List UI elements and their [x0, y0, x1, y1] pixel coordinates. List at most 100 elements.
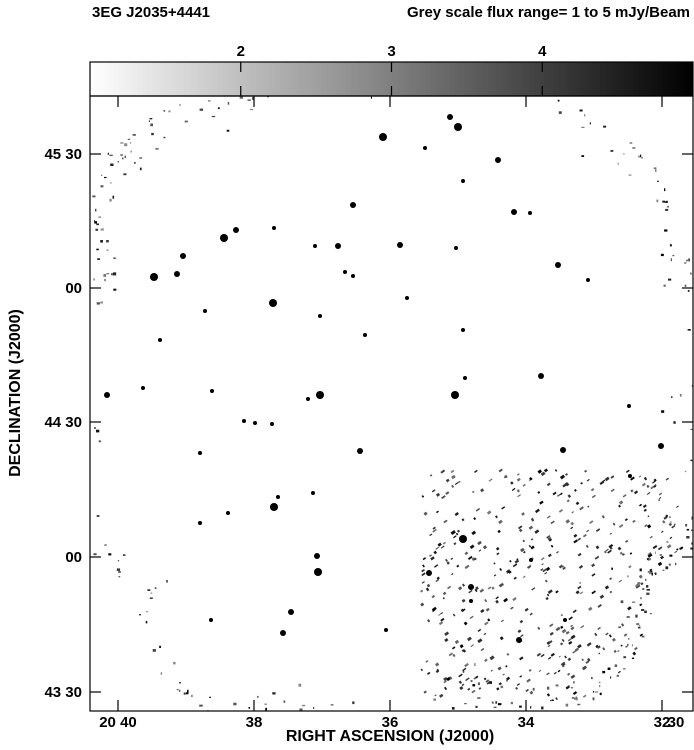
- noise-speckle: [456, 529, 461, 533]
- noise-speckle: [619, 551, 623, 555]
- noise-speckle: [630, 476, 635, 481]
- noise-speckle: [580, 625, 585, 629]
- noise-speckle: [184, 120, 188, 123]
- noise-speckle: [154, 587, 157, 589]
- noise-speckle: [494, 515, 498, 519]
- noise-speckle: [669, 554, 673, 557]
- noise-speckle: [523, 551, 526, 554]
- noise-speckle: [163, 136, 166, 139]
- radio-source: [459, 535, 467, 543]
- noise-speckle: [573, 681, 575, 684]
- noise-speckle: [595, 545, 600, 550]
- noise-speckle: [227, 102, 230, 105]
- noise-speckle: [426, 583, 431, 588]
- noise-speckle: [179, 682, 182, 684]
- noise-speckle: [582, 694, 587, 698]
- noise-speckle: [457, 586, 463, 591]
- noise-speckle: [528, 525, 534, 530]
- noise-speckle: [646, 491, 651, 495]
- noise-speckle: [614, 664, 618, 667]
- noise-speckle: [150, 123, 153, 127]
- y-tick-label: 44 30: [44, 414, 82, 431]
- noise-speckle: [516, 473, 520, 476]
- noise-speckle: [597, 603, 602, 608]
- noise-speckle: [430, 556, 435, 561]
- noise-speckle: [472, 684, 476, 687]
- noise-speckle: [518, 528, 523, 533]
- radio-source: [253, 421, 257, 425]
- radio-source: [210, 389, 214, 393]
- noise-speckle: [623, 656, 627, 659]
- radio-source: [454, 123, 462, 131]
- noise-speckle: [642, 504, 647, 509]
- noise-speckle: [473, 557, 477, 561]
- noise-speckle: [529, 477, 533, 481]
- noise-speckle: [546, 482, 551, 487]
- noise-speckle: [610, 475, 615, 479]
- noise-speckle: [448, 652, 454, 657]
- noise-speckle: [661, 410, 665, 413]
- noise-speckle: [168, 110, 171, 113]
- map-title: 3EG J2035+4441: [92, 4, 211, 21]
- noise-speckle: [226, 129, 230, 132]
- noise-speckle: [471, 689, 476, 694]
- noise-speckle: [650, 570, 653, 573]
- noise-speckle: [561, 664, 565, 668]
- noise-speckle: [546, 535, 551, 539]
- noise-speckle: [662, 569, 665, 571]
- noise-speckle: [163, 110, 166, 112]
- noise-speckle: [584, 469, 588, 473]
- noise-speckle: [435, 546, 440, 550]
- noise-speckle: [370, 96, 372, 99]
- radio-source: [174, 271, 180, 277]
- x-tick-label: 36: [382, 714, 399, 731]
- noise-speckle: [602, 479, 606, 482]
- noise-speckle: [112, 195, 115, 199]
- noise-speckle: [581, 665, 588, 671]
- noise-speckle: [670, 396, 673, 398]
- noise-speckle: [436, 510, 439, 514]
- noise-speckle: [662, 520, 666, 524]
- noise-speckle: [487, 586, 492, 590]
- noise-speckle: [524, 607, 529, 612]
- noise-speckle: [571, 697, 575, 699]
- noise-speckle: [456, 564, 460, 568]
- noise-speckle: [644, 524, 648, 528]
- noise-speckle: [508, 570, 512, 574]
- noise-speckle: [547, 640, 553, 645]
- noise-speckle: [684, 284, 687, 287]
- noise-speckle: [422, 564, 425, 568]
- noise-speckle: [521, 512, 525, 516]
- noise-speckle: [458, 673, 463, 678]
- noise-speckle: [641, 609, 645, 611]
- noise-speckle: [611, 567, 613, 570]
- radio-source: [343, 270, 347, 274]
- noise-speckle: [616, 674, 619, 677]
- noise-speckle: [555, 590, 559, 594]
- noise-speckle: [468, 589, 473, 594]
- noise-speckle: [610, 150, 614, 152]
- noise-speckle: [421, 495, 425, 498]
- noise-speckle: [540, 568, 544, 572]
- noise-speckle: [609, 590, 613, 594]
- noise-speckle: [609, 532, 613, 535]
- noise-speckle: [199, 704, 203, 707]
- noise-speckle: [562, 483, 568, 488]
- noise-speckle: [558, 508, 564, 513]
- noise-speckle: [519, 619, 524, 624]
- noise-speckle: [475, 675, 479, 679]
- noise-speckle: [438, 613, 441, 616]
- noise-speckle: [313, 706, 315, 709]
- noise-speckle: [432, 526, 436, 530]
- noise-speckle: [461, 518, 465, 522]
- radio-source: [209, 618, 213, 622]
- noise-speckle: [640, 582, 644, 586]
- noise-speckle: [536, 652, 542, 657]
- radio-source: [363, 333, 367, 337]
- radio-source: [270, 503, 278, 511]
- noise-speckle: [577, 552, 582, 557]
- noise-speckle: [442, 541, 446, 545]
- noise-speckle: [247, 99, 251, 101]
- noise-speckle: [666, 541, 669, 543]
- noise-speckle: [544, 579, 548, 583]
